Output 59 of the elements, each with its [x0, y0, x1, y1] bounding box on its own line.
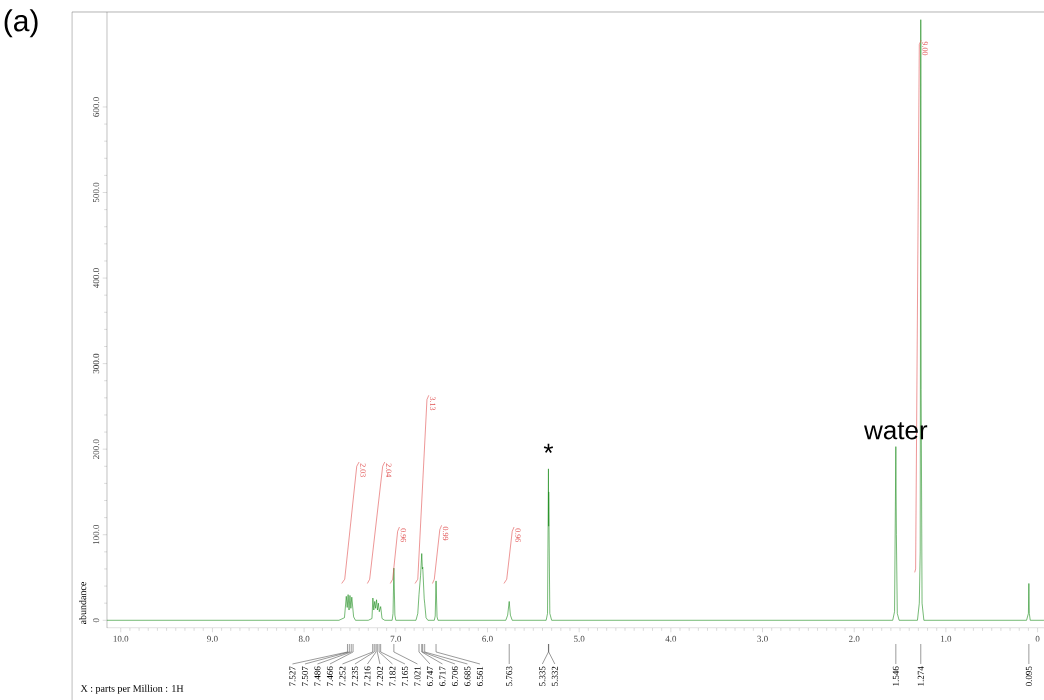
x-tick-label: 0	[1035, 635, 1040, 642]
annotation: 7.216	[364, 666, 371, 686]
x-tick-label: 9.0	[207, 635, 218, 642]
x-tick-label: 7.0	[390, 635, 402, 642]
annotation: 7.165	[401, 666, 408, 686]
text: (a)	[4, 9, 38, 38]
annotation: 0.095	[1025, 666, 1032, 687]
x-tick-label: 5.0	[574, 635, 585, 642]
annotation: 6.685	[464, 666, 471, 687]
annotation: 6.561	[476, 666, 483, 687]
annotation: *	[543, 443, 554, 453]
annotation: water	[864, 422, 928, 440]
text: 9.00	[922, 41, 928, 56]
annotation: 7.021	[414, 666, 421, 686]
annotation: 7.486	[314, 666, 321, 686]
y-tick-label: 100.0	[93, 524, 100, 545]
line-series	[389, 526, 400, 584]
y-tick-label: 200.0	[93, 439, 100, 459]
annotation: 7.527	[289, 666, 296, 686]
y-tick-label: 400.0	[93, 268, 100, 289]
annotation: 7.235	[351, 666, 358, 686]
x-tick-label: 6.0	[482, 635, 493, 642]
line-series	[503, 526, 515, 584]
annotation: 6.747	[426, 666, 433, 687]
text: 2.03	[360, 463, 366, 477]
line-series	[341, 461, 360, 584]
y-axis-title: abundance	[79, 582, 87, 625]
annotation: 7.466	[326, 666, 333, 686]
annotation: 7.182	[389, 666, 396, 686]
text: 0.99	[442, 526, 449, 541]
text: 0.96	[515, 528, 521, 542]
annotation: 5.335	[539, 666, 546, 686]
line-series	[106, 19, 1044, 621]
y-tick-label: 300.0	[93, 353, 100, 374]
x-tick-label: 4.0	[665, 635, 677, 642]
text: 2.04	[385, 463, 392, 478]
text: 0.96	[400, 528, 407, 542]
y-tick-label: 600.0	[93, 97, 100, 117]
annotation: 5.763	[506, 666, 513, 686]
y-tick-label: 0	[93, 618, 100, 623]
annotation: 1.274	[917, 666, 924, 686]
x-tick-label: 10.0	[113, 635, 129, 642]
line-series	[414, 394, 430, 584]
x-tick-label: 3.0	[757, 635, 768, 642]
annotation: 6.706	[451, 666, 458, 687]
x-tick-label: 2.0	[848, 635, 860, 642]
annotation: 7.202	[376, 666, 383, 686]
annotation: 7.252	[339, 666, 346, 686]
annotation: 5.332	[551, 666, 558, 686]
annotation: 6.717	[439, 666, 446, 687]
annotation: 1.546	[892, 666, 899, 686]
annotation: 7.507	[301, 666, 308, 686]
line-series	[432, 525, 442, 584]
text: 3.13	[430, 396, 436, 411]
x-tick-label: 1.0	[941, 635, 952, 642]
line-series	[367, 461, 386, 584]
x-axis-title: X : parts per Million : 1H	[80, 684, 184, 694]
y-tick-label: 500.0	[93, 182, 100, 203]
x-tick-label: 8.0	[298, 635, 310, 642]
